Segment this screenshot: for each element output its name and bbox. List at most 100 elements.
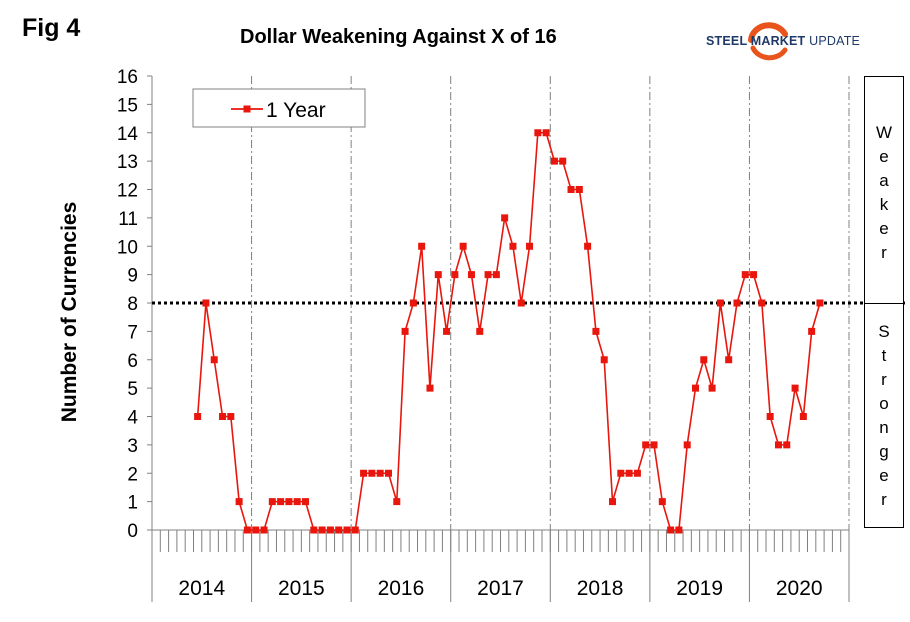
data-point (360, 469, 368, 477)
y-tick-label: 9 (127, 266, 138, 287)
data-point (484, 271, 492, 279)
y-tick-label: 8 (127, 294, 138, 315)
x-tick-label: 2015 (278, 577, 325, 600)
data-point (559, 157, 567, 165)
side-label-letter: r (881, 490, 887, 509)
data-point (584, 242, 592, 250)
data-point (791, 384, 799, 392)
data-point (766, 413, 774, 420)
data-point (335, 526, 343, 534)
data-point (443, 327, 451, 335)
data-point (534, 129, 542, 137)
y-tick-label: 11 (118, 209, 138, 230)
y-tick-label: 14 (117, 124, 139, 145)
data-point (293, 498, 301, 506)
y-tick-label: 0 (127, 521, 138, 542)
data-point (476, 327, 484, 335)
data-point (658, 498, 666, 506)
x-tick-label: 2019 (676, 577, 723, 600)
data-point (600, 356, 608, 364)
y-tick-label: 6 (127, 351, 138, 372)
y-tick-label: 3 (127, 436, 138, 457)
side-label-letter: r (881, 370, 887, 389)
data-point (343, 526, 351, 534)
data-point (310, 526, 318, 534)
data-point (509, 242, 517, 250)
x-tick-label: 2016 (378, 577, 425, 600)
data-point (617, 469, 625, 477)
figure-label: Fig 4 (22, 14, 81, 42)
data-point (210, 356, 218, 364)
data-point (542, 129, 550, 137)
y-tick-label: 12 (117, 181, 138, 202)
side-label-letter: k (879, 195, 889, 214)
y-tick-label: 13 (117, 152, 138, 173)
data-point (675, 526, 683, 534)
data-point (642, 441, 650, 449)
data-point (783, 441, 791, 449)
data-point (625, 469, 633, 477)
y-tick-label: 1 (127, 493, 138, 514)
data-point (467, 271, 475, 279)
legend-box (192, 88, 366, 128)
series-line (196, 131, 821, 531)
data-point (235, 498, 243, 506)
data-point (351, 526, 359, 534)
side-label-letter: e (879, 466, 889, 485)
side-label-letter: t (881, 346, 887, 365)
legend: 1 Year (192, 88, 366, 128)
data-point (808, 327, 816, 335)
data-point (202, 299, 210, 307)
data-point (708, 384, 716, 392)
series-layer (194, 129, 824, 534)
data-point (501, 214, 509, 222)
y-tick-label: 4 (127, 408, 138, 429)
logo-arc-icon (748, 22, 788, 61)
data-point (376, 469, 384, 477)
data-point (517, 299, 525, 307)
data-point (725, 356, 733, 364)
data-point (667, 526, 675, 534)
data-point (492, 271, 500, 279)
y-tick-label: 15 (117, 95, 138, 116)
data-point (401, 327, 409, 335)
side-label-letter: n (879, 418, 889, 437)
data-point (227, 413, 235, 420)
legend-label: 1 Year (266, 99, 326, 122)
data-point (633, 469, 641, 477)
data-point (526, 242, 534, 250)
data-point (816, 299, 824, 307)
chart-title: Dollar Weakening Against X of 16 (240, 26, 557, 48)
data-point (384, 469, 392, 477)
data-point (368, 469, 376, 477)
side-label-letter: S (878, 322, 890, 341)
data-point (277, 498, 285, 506)
data-point (243, 526, 251, 534)
side-label-letter: o (879, 394, 889, 413)
data-point (302, 498, 310, 506)
data-point (409, 299, 417, 307)
data-point (268, 498, 276, 506)
data-point (285, 498, 293, 506)
side-label-letter: a (879, 171, 889, 190)
data-point (741, 271, 749, 279)
side-label-letter: W (875, 123, 893, 142)
side-label-letter: g (879, 442, 889, 461)
data-point (459, 242, 467, 250)
side-label-letter: e (879, 147, 889, 166)
data-point (219, 413, 227, 420)
data-point (326, 526, 334, 534)
data-point (691, 384, 699, 392)
data-point (575, 186, 583, 193)
brand-logo: STEEL MARKET UPDATE (700, 22, 875, 62)
data-point (683, 441, 691, 449)
data-point (418, 242, 426, 250)
data-point (550, 157, 558, 165)
data-point (260, 526, 268, 534)
x-tick-label: 2020 (776, 577, 823, 600)
